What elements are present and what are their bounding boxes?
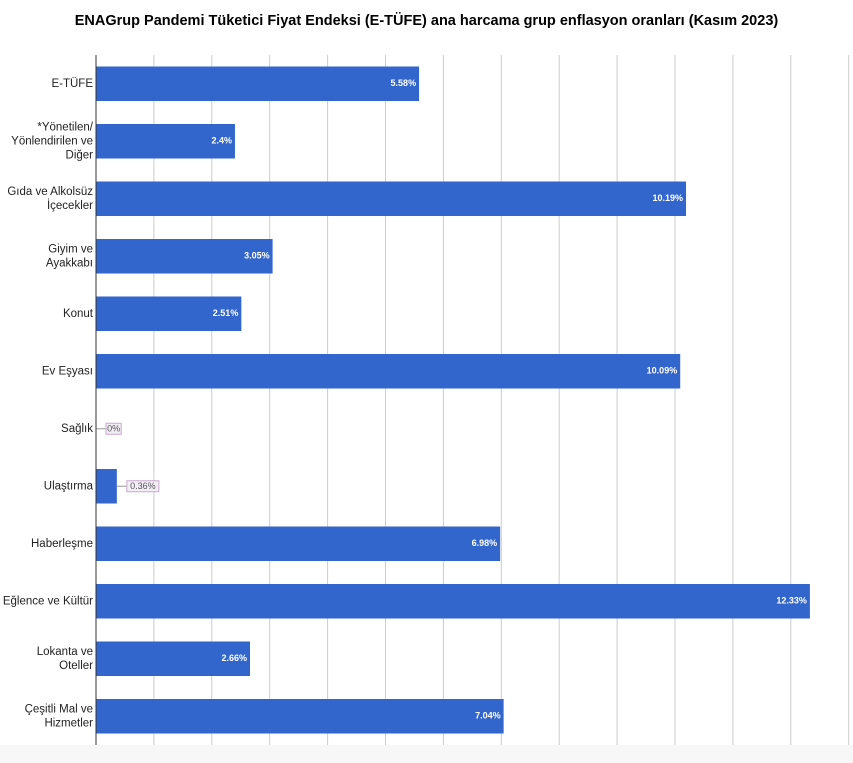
bar	[96, 526, 501, 561]
bar	[96, 181, 687, 216]
value-labels: 5.58% 2.4% 10.19% 3.05% 2.51% 10.09% 0% 0.36% 6.…	[96, 78, 807, 721]
value-label: 12.33%	[776, 596, 807, 606]
value-label: 6.98%	[472, 538, 498, 548]
value-label: 10.09%	[647, 366, 678, 376]
category-label: Gıda ve Alkolsüz İçecekler	[7, 186, 93, 212]
value-label: 2.51%	[213, 308, 239, 318]
bar	[96, 239, 273, 274]
value-label: 3.05%	[244, 251, 270, 261]
value-label: 0%	[107, 424, 120, 434]
category-label: *Yönetilen/Yönlendirilen ve Diğer	[11, 121, 94, 161]
bar	[96, 641, 251, 676]
category-label: Ev Eşyası	[42, 365, 93, 377]
value-label: 2.66%	[221, 653, 247, 663]
bar-chart: E-TÜFE *Yönetilen/Yönlendirilen ve Diğer Gı…	[3, 55, 850, 745]
bar	[96, 124, 235, 159]
value-label: 0.36%	[130, 481, 156, 491]
bar	[96, 354, 681, 389]
category-label: E-TÜFE	[51, 78, 93, 90]
value-label: 2.4%	[211, 136, 232, 146]
value-label: 7.04%	[475, 711, 501, 721]
bar	[96, 469, 117, 504]
bottom-strip	[0, 745, 853, 763]
bars	[96, 66, 810, 734]
category-label: Konut	[63, 308, 94, 320]
category-label: Lokanta ve Oteller	[37, 646, 93, 672]
category-label: Sağlık	[61, 423, 93, 435]
bar	[96, 699, 504, 734]
chart-title: ENAGrup Pandemi Tüketici Fiyat Endeksi (…	[74, 13, 779, 29]
category-label: Eğlence ve Kültür	[3, 595, 93, 607]
category-label: Çeşitli Mal ve Hizmetler	[25, 703, 94, 729]
category-label: Giyim ve Ayakkabı	[46, 243, 93, 269]
value-label: 10.19%	[652, 193, 683, 203]
gridlines	[153, 55, 850, 745]
category-label: Haberleşme	[31, 538, 93, 550]
callout-box	[105, 422, 122, 435]
bar	[96, 66, 420, 101]
category-label: Ulaştırma	[44, 480, 94, 492]
bar	[96, 296, 242, 331]
bar	[96, 584, 810, 619]
category-labels: E-TÜFE *Yönetilen/Yönlendirilen ve Diğer Gı…	[3, 78, 94, 730]
value-label: 5.58%	[391, 78, 417, 88]
callout-box	[126, 480, 160, 493]
